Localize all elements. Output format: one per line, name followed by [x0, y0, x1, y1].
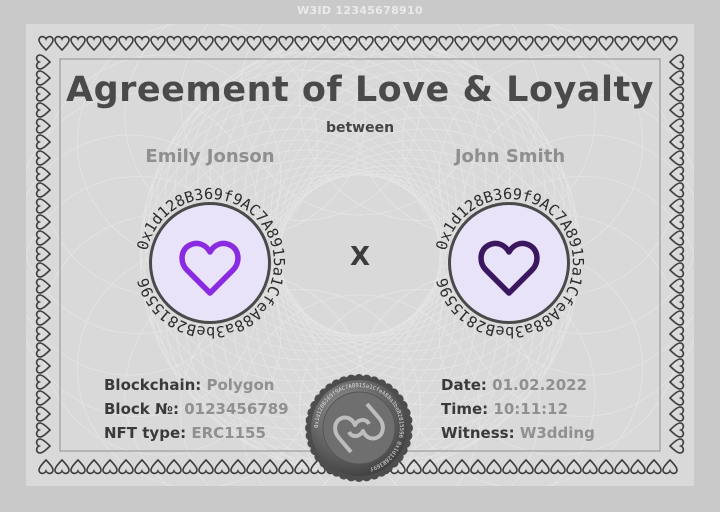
details-right: Date: 01.02.2022 Time: 10:11:12 Witness:…	[441, 373, 595, 445]
w3id-label: W3ID 12345678910	[297, 4, 423, 17]
detail-blockchain: Blockchain: Polygon	[104, 376, 275, 394]
detail-nft-type: NFT type: ERC1155	[104, 424, 266, 442]
detail-date: Date: 01.02.2022	[441, 376, 588, 394]
party-left-name: Emily Jonson	[145, 146, 275, 167]
wax-seal: 0x1d128B369f9AC7A8915a1CfeA88a3beB281559…	[305, 374, 413, 482]
separator-x: X	[349, 242, 371, 272]
certificate-title: Agreement of Love & Loyalty	[66, 70, 654, 110]
party-right-name: John Smith	[454, 146, 566, 167]
double-heart-infinity-icon	[333, 402, 385, 454]
party-right-medallion: 0x1d128B369f9AC7A8915a1CfeA88a3beB281559…	[432, 185, 587, 341]
heart-icon	[179, 240, 241, 296]
details-left: Blockchain: Polygon Block №: 0123456789 …	[104, 373, 289, 445]
party-left-medallion: 0x1d128B369f9AC7A8915a1CfeA88a3beB281559…	[133, 185, 288, 341]
detail-block-number: Block №: 0123456789	[104, 400, 289, 418]
heart-icon	[478, 240, 540, 296]
detail-witness: Witness: W3dding	[441, 424, 595, 442]
between-label: between	[325, 120, 395, 136]
detail-time: Time: 10:11:12	[441, 400, 569, 418]
